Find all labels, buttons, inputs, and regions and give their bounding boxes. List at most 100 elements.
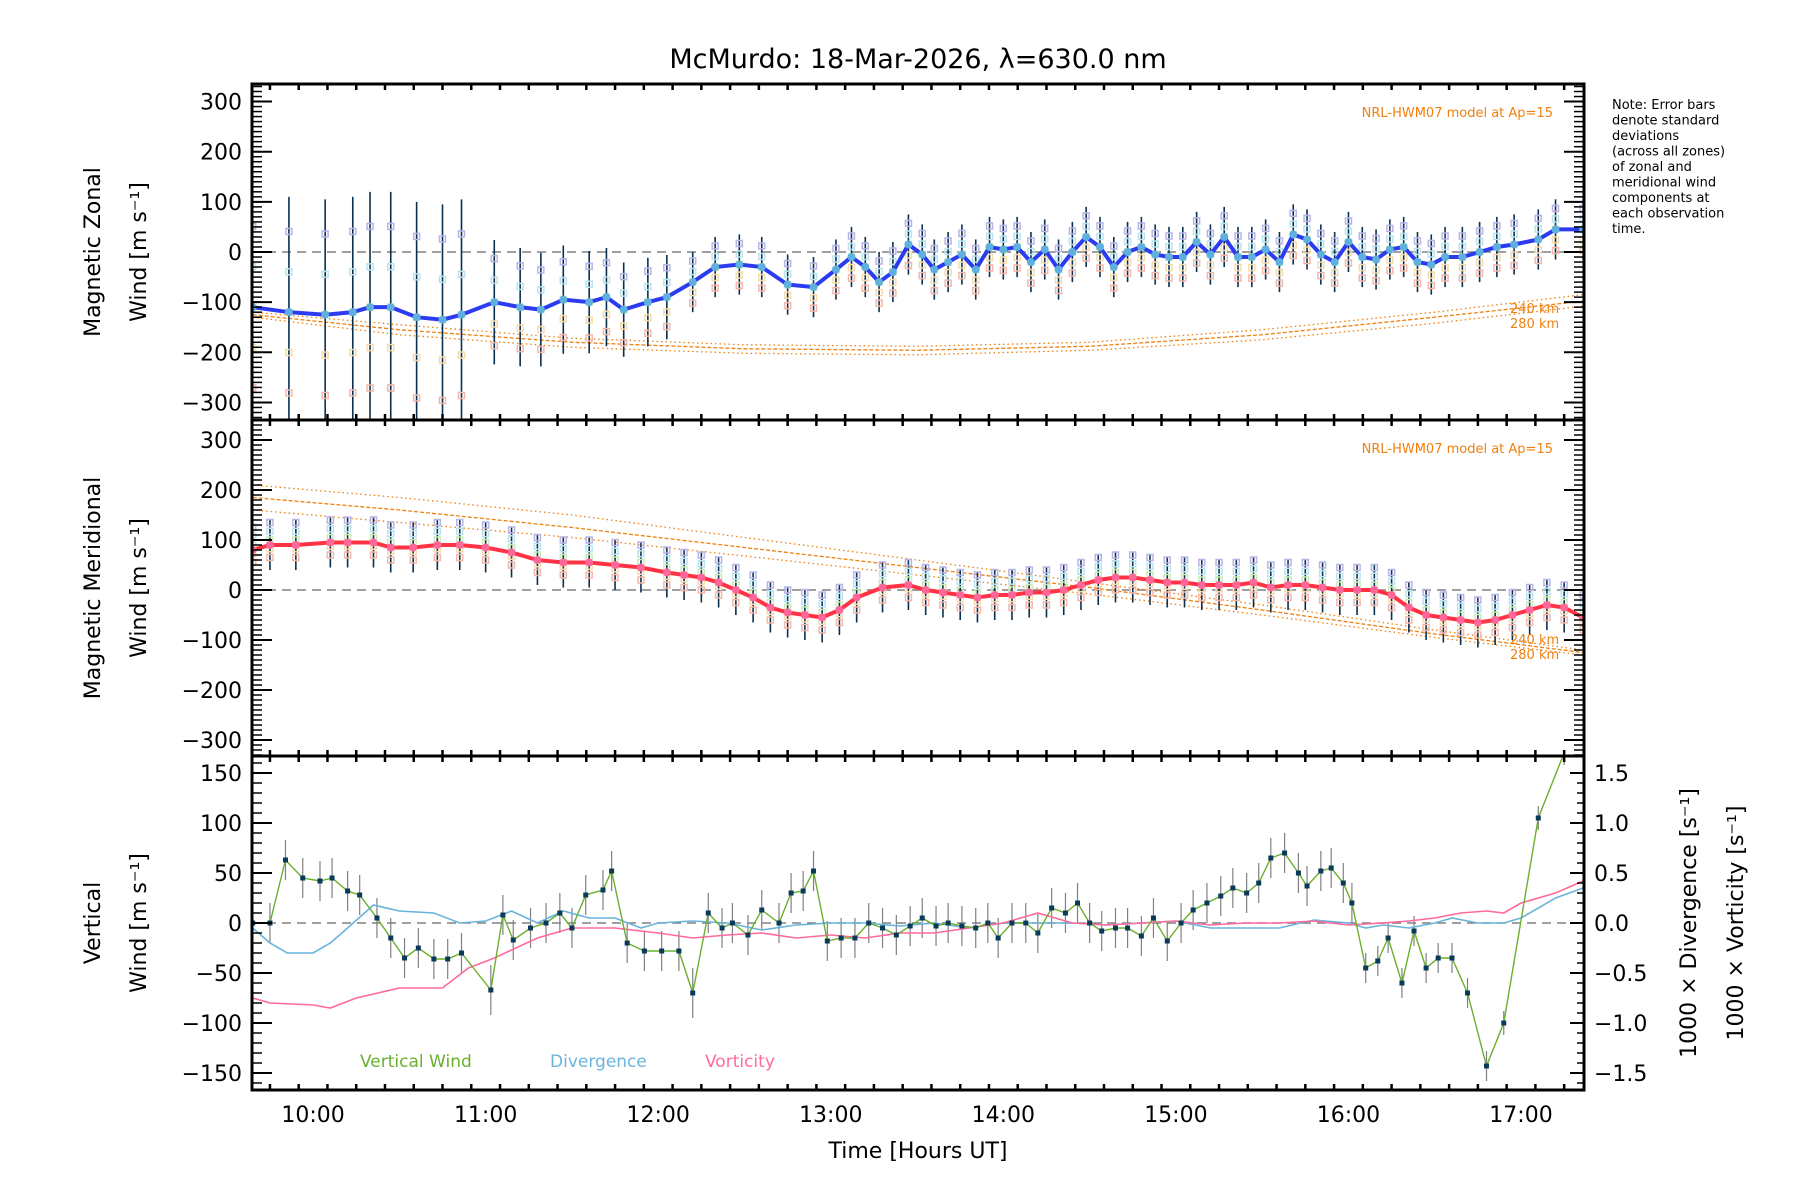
zonal-wind-point <box>971 265 980 274</box>
zone-marker <box>1344 248 1353 257</box>
y2-tick-label: 0.5 <box>1594 862 1629 887</box>
zone-marker <box>490 276 499 285</box>
zone-marker <box>266 518 274 527</box>
zonal-wind-point <box>1137 242 1146 251</box>
zone-marker <box>490 341 499 350</box>
zone-marker <box>1303 256 1311 265</box>
zone-marker <box>1220 254 1228 262</box>
zone-marker <box>644 267 652 275</box>
zone-marker <box>1013 232 1021 241</box>
zonal-wind-point <box>1458 253 1467 262</box>
zone-marker <box>1220 212 1228 220</box>
zone-marker <box>1386 256 1394 264</box>
zone-marker <box>1198 558 1206 567</box>
zone-marker <box>386 222 395 231</box>
zone-marker <box>1372 266 1380 274</box>
zone-marker <box>559 545 568 553</box>
zone-marker <box>990 577 999 585</box>
meridional-wind-point <box>1542 601 1551 609</box>
zone-marker <box>1439 600 1448 608</box>
zone-marker <box>1474 596 1482 604</box>
vertical-wind-point <box>543 920 549 926</box>
zone-marker <box>688 267 697 276</box>
zone-marker <box>1267 561 1275 569</box>
vertical-wind-point <box>985 920 991 926</box>
zone-marker <box>585 536 593 544</box>
zone-marker <box>944 268 952 277</box>
zone-marker <box>326 516 335 524</box>
zone-marker <box>1165 242 1173 251</box>
zone-marker <box>1013 264 1021 272</box>
zone-marker <box>1534 256 1543 265</box>
zone-marker <box>861 284 870 292</box>
vertical-wind-point <box>329 875 335 881</box>
zone-marker <box>1386 224 1394 233</box>
zone-marker <box>783 270 792 278</box>
zone-marker <box>918 261 926 269</box>
zone-marker <box>456 553 464 562</box>
vertical-wind-point <box>1304 883 1310 889</box>
zone-marker <box>732 572 740 580</box>
zone-marker <box>1303 225 1311 233</box>
zone-marker <box>889 247 897 255</box>
zone-marker <box>958 261 966 269</box>
vorticity-line <box>252 880 1584 1009</box>
zone-marker <box>1042 601 1051 609</box>
zone-marker <box>1284 593 1292 602</box>
zone-marker <box>326 551 335 559</box>
vertical-wind-point <box>1363 965 1369 971</box>
zone-marker <box>971 276 980 284</box>
vertical-wind-point <box>1035 930 1041 936</box>
y2-tick-label: −1.0 <box>1594 1012 1647 1037</box>
vertical-wind-point <box>1009 920 1015 926</box>
zone-marker <box>1248 232 1256 240</box>
zone-marker <box>1123 258 1132 267</box>
meridional-wind-point <box>1249 578 1258 587</box>
zone-marker <box>1146 553 1154 562</box>
zonal-wind-point <box>1068 248 1077 256</box>
y-tick-label: 200 <box>200 141 242 166</box>
vertical-wind-point <box>1204 900 1210 906</box>
zone-marker <box>1013 222 1021 230</box>
zone-marker <box>1301 558 1310 567</box>
zonal-wind-point <box>1534 235 1543 244</box>
x-tick-label: 16:00 <box>1317 1103 1380 1128</box>
zone-marker <box>1317 271 1325 280</box>
zone-marker <box>1027 279 1035 287</box>
zone-marker <box>904 251 913 259</box>
vertical-wind-point <box>431 956 437 962</box>
zone-marker <box>1336 598 1344 607</box>
zone-marker <box>1422 623 1430 632</box>
zone-marker <box>1096 264 1104 272</box>
zone-marker <box>1206 229 1215 238</box>
vertical-wind-point <box>1399 980 1405 986</box>
zone-marker <box>1458 274 1467 282</box>
zone-marker <box>369 551 378 559</box>
zone-marker <box>973 580 982 588</box>
meridional-wind-point <box>1439 613 1448 622</box>
zone-marker <box>1427 271 1436 279</box>
meridional-wind-point <box>1491 616 1500 624</box>
zone-marker <box>438 275 447 284</box>
zone-marker <box>939 566 947 574</box>
zone-marker <box>644 329 652 337</box>
zone-marker <box>1096 232 1104 241</box>
zone-marker <box>852 580 861 588</box>
plot-area-zonal <box>252 191 1584 420</box>
divergence-line <box>252 887 1584 954</box>
zone-marker <box>1508 597 1517 605</box>
zone-marker <box>1234 274 1242 282</box>
vertical-wind-point <box>1328 865 1334 871</box>
y-tick-label: −200 <box>182 679 242 704</box>
zonal-wind-point <box>1275 258 1284 267</box>
meridional-wind-point <box>1007 591 1016 599</box>
zone-marker <box>749 571 757 579</box>
zonal-wind-point <box>386 303 395 312</box>
meridional-wind-point <box>800 611 809 619</box>
zone-marker <box>999 224 1008 233</box>
zone-marker <box>644 282 652 291</box>
zone-marker <box>1146 588 1154 597</box>
zone-marker <box>732 563 740 572</box>
zone-marker <box>1399 264 1408 272</box>
